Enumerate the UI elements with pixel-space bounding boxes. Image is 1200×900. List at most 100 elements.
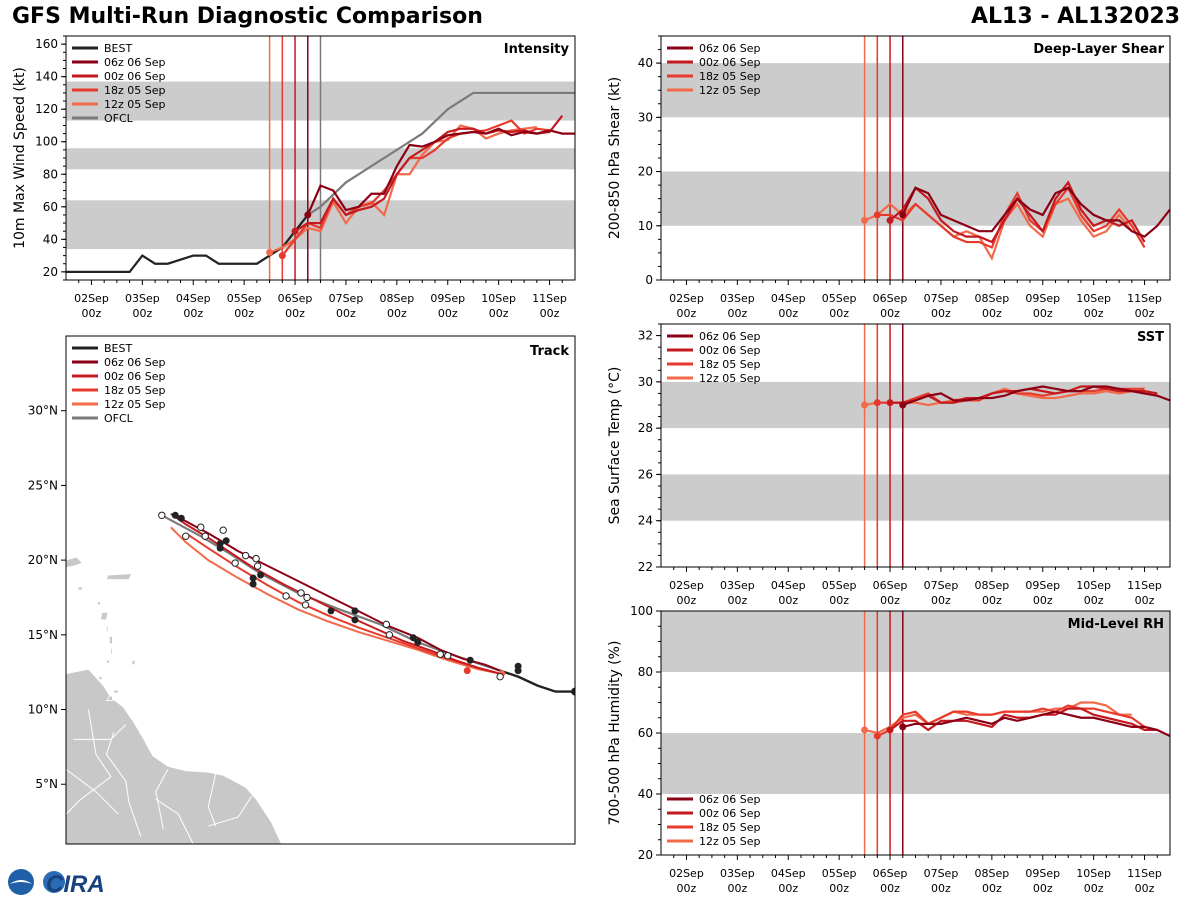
x-tick-label: 07Sep	[924, 579, 959, 592]
series-line	[901, 186, 1170, 238]
ofcl-point	[158, 511, 166, 519]
x-tick-label: 04Sep	[176, 292, 211, 305]
land-mass	[109, 635, 113, 645]
ofcl-point	[253, 562, 262, 570]
x-tick-label: 11Sep	[1127, 579, 1162, 592]
x-tick-sublabel: 00z	[1033, 594, 1053, 607]
x-tick-sublabel: 00z	[1084, 594, 1104, 607]
ofcl-point	[182, 532, 190, 540]
x-tick-sublabel: 00z	[540, 307, 560, 320]
series-start-point	[899, 723, 907, 731]
x-tick-label: 06Sep	[873, 579, 908, 592]
cira-logo-text: CIRA	[46, 871, 105, 898]
shear-panel: 0 10 20 30 40 02Sep 00z 03Sep 00z 04Sep 00z 05Sep 00…	[607, 35, 1171, 320]
x-tick-label: 09Sep	[1025, 867, 1060, 880]
track-point	[327, 607, 335, 615]
ofcl-point	[201, 532, 209, 540]
x-tick-sublabel: 00z	[677, 594, 697, 607]
x-tick-sublabel: 00z	[438, 307, 458, 320]
axes-frame	[65, 335, 576, 845]
y-tick-label: 5°N	[35, 777, 58, 791]
land-mass	[77, 586, 83, 591]
ofcl-point	[219, 526, 227, 534]
shear-plot-area	[661, 36, 1170, 280]
legend-label: BEST	[104, 42, 132, 55]
series-start-point	[861, 401, 869, 409]
y-tick-label: 15°N	[28, 628, 58, 642]
x-tick-label: 09Sep	[1025, 579, 1060, 592]
ofcl-point	[282, 592, 290, 600]
y-tick-label: 60	[43, 200, 58, 214]
ofcl-point	[496, 672, 504, 681]
series-start-point	[861, 726, 869, 734]
sst-plot-area	[661, 324, 1170, 567]
run-track-line	[174, 514, 501, 672]
intensity-panel: 20 40 60 80 100 120 140 160 02Sep 00z 03Sep 00z 04Se…	[12, 35, 576, 320]
x-tick-label: 10Sep	[1076, 867, 1111, 880]
land-mass	[113, 689, 119, 694]
x-tick-label: 03Sep	[720, 867, 755, 880]
y-tick-label: 10°N	[28, 703, 58, 717]
ofcl-track-line	[161, 514, 501, 672]
x-tick-sublabel: 00z	[829, 594, 849, 607]
legend-label: 06z 06 Sep	[104, 56, 166, 69]
track-point	[249, 580, 257, 588]
x-tick-label: 03Sep	[720, 292, 755, 305]
y-tick-label: 80	[43, 167, 58, 181]
country-border	[66, 768, 119, 815]
x-tick-sublabel: 00z	[677, 882, 697, 895]
land-mass	[66, 556, 84, 568]
x-tick-sublabel: 00z	[778, 594, 798, 607]
ofcl-point	[252, 554, 260, 563]
x-tick-sublabel: 00z	[778, 882, 798, 895]
series-line	[306, 127, 575, 216]
land-mass	[66, 668, 283, 844]
series-line	[889, 707, 1158, 732]
y-tick-label: 30	[638, 375, 653, 389]
series-start-point	[899, 401, 907, 409]
x-tick-label: 09Sep	[430, 292, 465, 305]
land-mass	[131, 659, 136, 666]
series-start-point	[266, 248, 274, 256]
x-tick-sublabel: 00z	[1084, 307, 1104, 320]
series-start-point	[886, 399, 894, 407]
series-line	[281, 119, 550, 257]
country-border	[155, 769, 169, 830]
y-axis-label: 10m Max Wind Speed (kt)	[12, 67, 28, 249]
series-line	[864, 197, 1133, 261]
y-tick-label: 22	[638, 560, 653, 574]
x-tick-sublabel: 00z	[82, 307, 102, 320]
x-tick-sublabel: 00z	[829, 307, 849, 320]
track-point	[171, 511, 179, 519]
series-start-point	[873, 399, 881, 407]
y-tick-label: 0	[645, 273, 653, 287]
track-point	[466, 656, 474, 664]
x-tick-sublabel: 00z	[285, 307, 305, 320]
panel-title: Deep-Layer Shear	[1033, 42, 1164, 57]
legend-label: 06z 06 Sep	[699, 42, 761, 55]
legend-label: 18z 05 Sep	[699, 358, 761, 371]
legend-label: 18z 05 Sep	[104, 384, 166, 397]
country-border	[73, 724, 127, 740]
x-tick-sublabel: 00z	[1033, 307, 1053, 320]
x-tick-label: 05Sep	[822, 579, 857, 592]
legend-label: 12z 05 Sep	[699, 835, 761, 848]
page-title: GFS Multi-Run Diagnostic Comparison	[12, 4, 483, 29]
cira-logo: CIRA	[8, 869, 105, 898]
run-track-line	[170, 526, 501, 675]
x-tick-sublabel: 00z	[727, 882, 747, 895]
track-point	[257, 571, 265, 579]
track-point	[409, 634, 417, 642]
legend-label: 18z 05 Sep	[699, 821, 761, 834]
track-point	[351, 616, 359, 624]
x-tick-sublabel: 00z	[183, 307, 203, 320]
panel-title: Mid-Level RH	[1068, 617, 1164, 632]
ofcl-point	[385, 631, 394, 639]
storm-id: AL13 - AL132023	[971, 4, 1180, 29]
x-tick-sublabel: 00z	[1135, 594, 1155, 607]
series-line	[269, 124, 537, 254]
y-tick-label: 30	[638, 110, 653, 124]
x-tick-sublabel: 00z	[489, 307, 509, 320]
land-mass	[110, 647, 113, 655]
legend-label: 00z 06 Sep	[104, 70, 166, 83]
